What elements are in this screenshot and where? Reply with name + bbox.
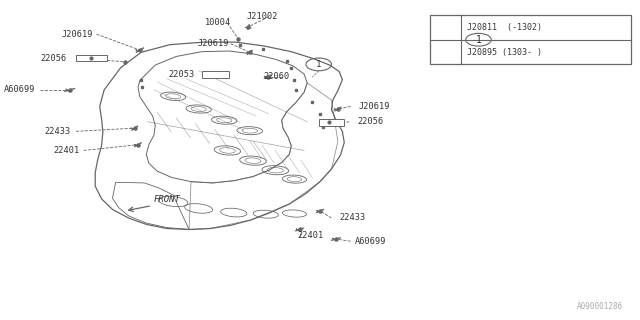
FancyBboxPatch shape — [202, 71, 228, 78]
Text: 1: 1 — [316, 60, 321, 69]
Text: J20895 (1303- ): J20895 (1303- ) — [467, 48, 543, 57]
Text: A60699: A60699 — [355, 237, 387, 246]
Text: 22401: 22401 — [53, 146, 79, 155]
Text: J20619: J20619 — [358, 102, 390, 111]
Text: J20811  (-1302): J20811 (-1302) — [467, 23, 543, 32]
Text: J20619: J20619 — [197, 39, 229, 48]
Text: 22433: 22433 — [339, 213, 365, 222]
Text: 22060: 22060 — [263, 72, 289, 81]
Text: 22056: 22056 — [40, 53, 67, 62]
Text: 22401: 22401 — [298, 231, 324, 240]
Text: J20619: J20619 — [61, 30, 93, 39]
Text: A090001286: A090001286 — [577, 302, 623, 311]
FancyBboxPatch shape — [76, 55, 107, 61]
Text: 10004: 10004 — [205, 19, 231, 28]
Text: FRONT: FRONT — [154, 195, 181, 204]
Text: J21002: J21002 — [247, 12, 278, 21]
Text: 22056: 22056 — [357, 117, 383, 126]
FancyBboxPatch shape — [319, 119, 344, 125]
FancyBboxPatch shape — [430, 15, 631, 64]
Text: A60699: A60699 — [4, 85, 35, 94]
Text: 22053: 22053 — [168, 70, 195, 79]
Text: 22433: 22433 — [44, 127, 70, 136]
Text: 1: 1 — [476, 35, 481, 45]
